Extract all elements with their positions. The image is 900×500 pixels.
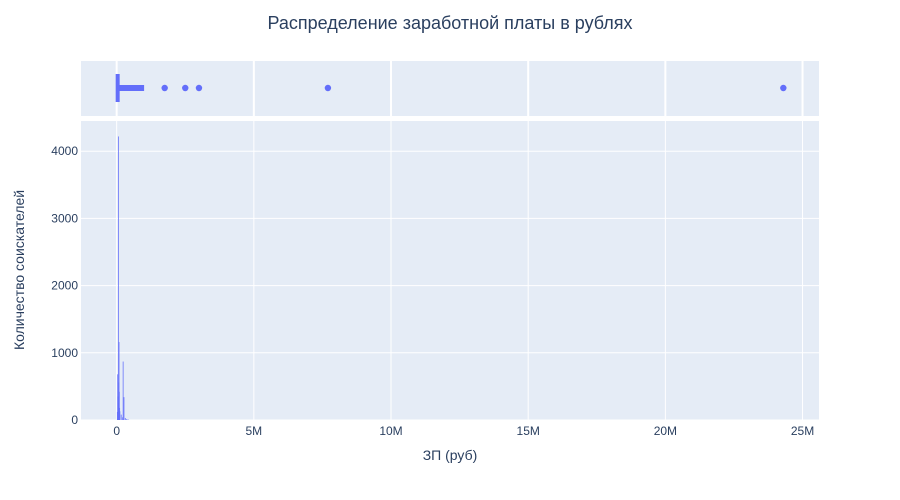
box-outlier-point [195,84,203,92]
box-outlier-point [182,84,189,92]
histogram-bar [127,419,129,420]
x-tick-label: 5M [246,424,263,438]
y-tick-label: 1000 [51,346,78,360]
x-axis-title: ЗП (руб) [423,447,478,463]
x-tick-label: 25M [791,424,814,438]
x-tick-label: 0 [113,424,120,438]
x-axis-ticks: 0 5M 10M 15M 20M 25M [113,424,814,438]
x-tick-label: 10M [379,424,402,438]
chart-title: Распределение заработной платы в рублях [267,13,632,33]
x-tick-label: 15M [517,424,540,438]
histogram-bar [118,342,120,420]
y-axis-title: Количество соискателей [11,190,27,350]
histogram-bar [126,418,128,420]
histogram-bar [118,391,120,420]
histogram-bar [124,417,126,420]
y-tick-label: 4000 [51,144,78,158]
y-tick-label: 3000 [51,211,78,225]
box-plot [115,74,787,102]
y-tick-label: 2000 [51,279,78,293]
y-tick-label: 0 [71,413,78,427]
histogram-bar [120,414,122,420]
histogram-bar [119,411,121,420]
box-outlier-point [780,84,787,92]
box-plot-area [81,61,819,116]
histogram-bars [116,136,129,421]
histogram-bar [118,136,119,421]
x-tick-label: 20M [654,424,677,438]
histogram-grid [81,121,819,421]
box-outlier-point [161,84,168,92]
y-axis-ticks: 0 1000 2000 3000 4000 [51,144,78,427]
histogram-bar [123,397,125,420]
box-outlier-point [324,84,332,92]
histogram-plot-area [81,121,819,420]
box-grid [115,61,804,116]
histogram-bar [122,361,124,420]
histogram-bar [122,417,124,420]
